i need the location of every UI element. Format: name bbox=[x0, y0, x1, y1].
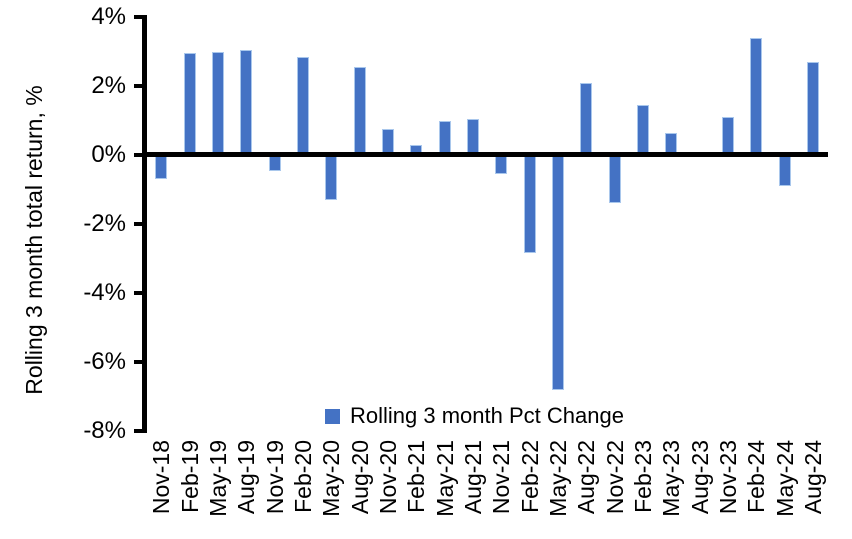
bar-Aug-20 bbox=[353, 67, 366, 155]
x-tick-label: Nov-20 bbox=[374, 440, 401, 515]
x-tick-label: May-20 bbox=[318, 440, 345, 517]
bar-Feb-19 bbox=[183, 53, 196, 155]
y-tick-label: -2% bbox=[83, 210, 126, 237]
x-tick-label: Aug-20 bbox=[346, 440, 373, 515]
legend: Rolling 3 month Pct Change bbox=[325, 404, 624, 428]
bar-Nov-23 bbox=[721, 117, 734, 155]
y-tick-label: -4% bbox=[83, 279, 126, 306]
x-tick-label: Feb-21 bbox=[403, 440, 430, 513]
zero-axis-line bbox=[142, 152, 828, 157]
bar-May-22 bbox=[551, 155, 564, 390]
x-tick-label: Aug-24 bbox=[799, 440, 826, 515]
x-tick-label: May-19 bbox=[204, 440, 231, 517]
x-tick-label: Nov-19 bbox=[261, 440, 288, 515]
x-tick-label: May-22 bbox=[544, 440, 571, 517]
x-tick-label: May-24 bbox=[771, 440, 798, 517]
bar-Aug-24 bbox=[806, 61, 819, 155]
bar-Nov-22 bbox=[608, 155, 621, 204]
y-tick-label: -6% bbox=[83, 348, 126, 375]
x-tick-label: Feb-20 bbox=[289, 440, 316, 513]
y-tick-mark bbox=[134, 153, 145, 157]
x-tick-label: May-21 bbox=[431, 440, 458, 517]
y-tick-mark bbox=[134, 84, 145, 88]
x-tick-label: May-23 bbox=[658, 440, 685, 517]
y-tick-mark bbox=[134, 429, 145, 433]
x-tick-label: Aug-21 bbox=[459, 440, 486, 515]
bar-Nov-19 bbox=[268, 155, 281, 171]
x-tick-label: Aug-19 bbox=[233, 440, 260, 515]
bar-May-21 bbox=[438, 120, 451, 155]
bar-May-24 bbox=[778, 155, 791, 187]
y-tick-mark bbox=[134, 291, 145, 295]
bar-Feb-24 bbox=[750, 37, 763, 155]
y-tick-mark bbox=[134, 222, 145, 226]
bar-Feb-20 bbox=[296, 56, 309, 155]
x-tick-label: Aug-23 bbox=[686, 440, 713, 515]
bar-Nov-21 bbox=[495, 155, 508, 174]
y-tick-label: 4% bbox=[91, 3, 126, 30]
legend-swatch-icon bbox=[325, 408, 340, 424]
y-axis-title: Rolling 3 month total return, % bbox=[21, 85, 47, 395]
x-tick-label: Feb-19 bbox=[176, 440, 203, 513]
x-tick-label: Aug-22 bbox=[573, 440, 600, 515]
x-tick-label: Feb-24 bbox=[743, 440, 770, 513]
bar-Aug-19 bbox=[240, 49, 253, 155]
x-tick-label: Nov-23 bbox=[714, 440, 741, 515]
y-tick-label: 2% bbox=[91, 72, 126, 99]
x-tick-label: Nov-18 bbox=[148, 440, 175, 515]
bar-May-19 bbox=[211, 51, 224, 155]
bar-Aug-22 bbox=[580, 82, 593, 155]
bar-May-20 bbox=[325, 155, 338, 200]
x-tick-label: Feb-22 bbox=[516, 440, 543, 513]
y-tick-mark bbox=[134, 15, 145, 19]
bar-Feb-22 bbox=[523, 155, 536, 254]
x-tick-label: Nov-22 bbox=[601, 440, 628, 515]
bar-Nov-18 bbox=[155, 155, 168, 180]
y-tick-label: 0% bbox=[91, 141, 126, 168]
bar-Feb-23 bbox=[636, 104, 649, 155]
x-tick-label: Nov-21 bbox=[488, 440, 515, 515]
legend-label: Rolling 3 month Pct Change bbox=[350, 403, 624, 428]
x-tick-label: Feb-23 bbox=[629, 440, 656, 513]
bar-Aug-21 bbox=[466, 118, 479, 155]
y-tick-label: -8% bbox=[83, 417, 126, 444]
y-tick-mark bbox=[134, 360, 145, 364]
